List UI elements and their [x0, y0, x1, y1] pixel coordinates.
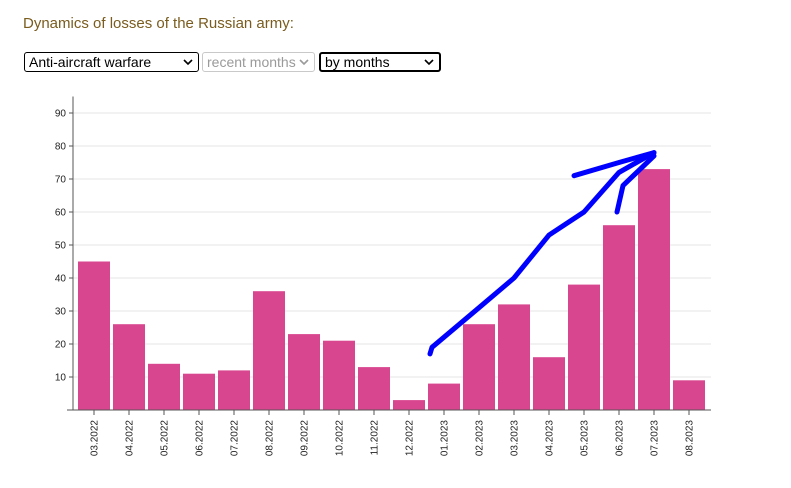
chevron-down-icon — [299, 59, 309, 66]
y-tick-label: 40 — [55, 274, 67, 285]
x-tick-label: 10.2022 — [335, 420, 346, 457]
bar — [393, 400, 425, 410]
y-tick-label: 90 — [55, 109, 67, 120]
annotation-arrow-head — [571, 150, 657, 179]
x-tick-label: 04.2023 — [545, 420, 556, 457]
x-tick-label: 07.2022 — [230, 420, 241, 457]
x-tick-label: 06.2022 — [195, 420, 206, 457]
x-tick-label: 04.2022 — [125, 420, 136, 457]
x-tick-label: 06.2023 — [615, 420, 626, 457]
x-tick-label: 08.2023 — [685, 420, 696, 457]
bar — [78, 261, 110, 410]
x-tick-label: 01.2023 — [440, 420, 451, 457]
x-tick-label: 09.2022 — [300, 420, 311, 457]
bar — [428, 383, 460, 410]
x-tick-label: 05.2022 — [160, 420, 171, 457]
chart-title: Dynamics of losses of the Russian army: — [23, 15, 294, 32]
y-tick-label: 20 — [55, 340, 67, 351]
bar — [113, 324, 145, 410]
y-tick-label: 70 — [55, 175, 67, 186]
category-select[interactable]: Anti-aircraft warfare — [24, 52, 199, 72]
grouping-select[interactable]: by months — [319, 52, 441, 72]
x-tick-label: 03.2023 — [510, 420, 521, 457]
bar — [253, 291, 285, 410]
x-tick-label: 03.2022 — [90, 420, 101, 457]
x-tick-label: 02.2023 — [475, 420, 486, 457]
bar — [323, 340, 355, 410]
y-tick-label: 60 — [55, 208, 67, 219]
y-tick-label: 80 — [55, 142, 67, 153]
y-tick-label: 10 — [55, 373, 67, 384]
chevron-down-icon — [424, 59, 434, 66]
bar — [288, 334, 320, 410]
x-tick-label: 05.2023 — [580, 420, 591, 457]
bar — [148, 363, 180, 410]
y-tick-label: 50 — [55, 241, 67, 252]
y-tick-label: 30 — [55, 307, 67, 318]
annotation-arrow-line — [427, 150, 657, 357]
annotation-arrow-head — [614, 153, 657, 215]
bar — [533, 357, 565, 410]
bar — [673, 380, 705, 410]
bar — [183, 373, 215, 410]
bar — [358, 367, 390, 410]
x-tick-label: 07.2023 — [650, 420, 661, 457]
bar — [638, 169, 670, 410]
bar — [568, 284, 600, 410]
x-tick-label: 11.2022 — [370, 420, 381, 456]
bar — [463, 324, 495, 410]
bar — [218, 370, 250, 410]
x-tick-label: 12.2022 — [405, 420, 416, 457]
bar — [498, 304, 530, 410]
grouping-select-value: by months — [325, 54, 390, 70]
category-select-value: Anti-aircraft warfare — [29, 54, 152, 70]
period-select-value: recent months — [207, 54, 296, 70]
period-select: recent months — [202, 52, 315, 72]
bar — [603, 225, 635, 410]
chevron-down-icon — [183, 59, 193, 66]
x-tick-label: 08.2022 — [265, 420, 276, 457]
